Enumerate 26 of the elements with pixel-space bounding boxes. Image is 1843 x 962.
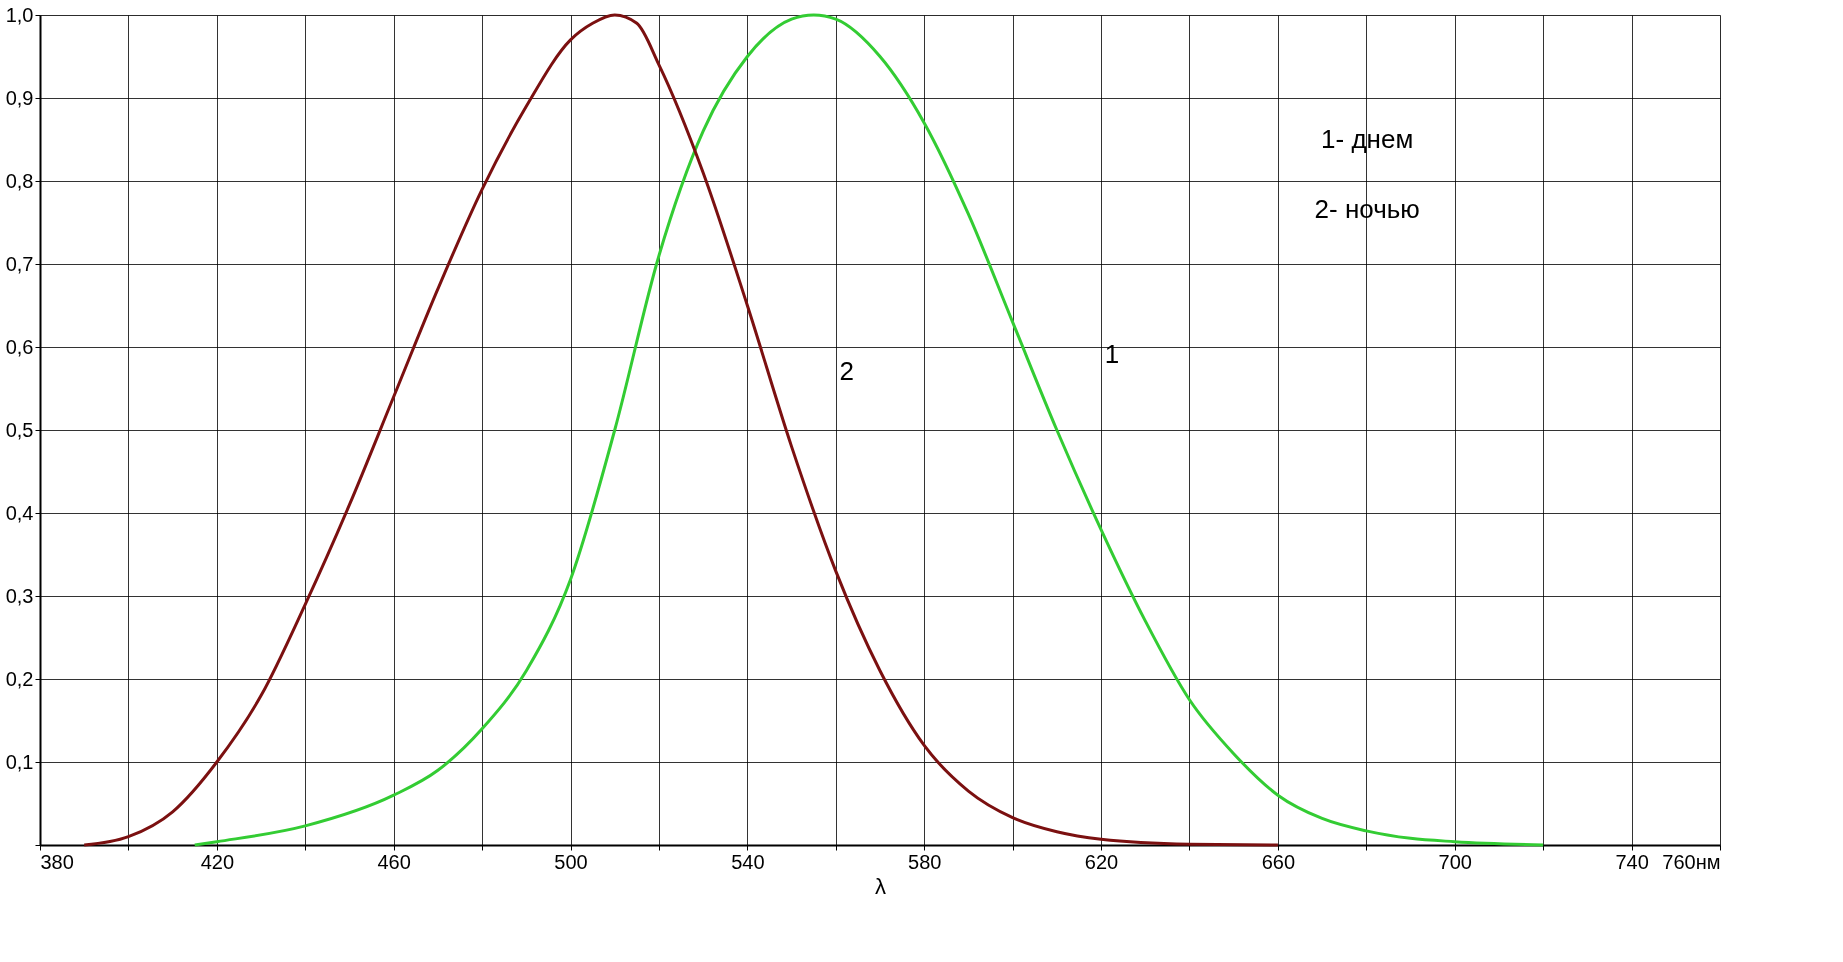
x-axis-title: λ (875, 873, 886, 899)
y-tick-label: 1,0 (5, 3, 34, 26)
y-tick-label: 0,4 (5, 501, 34, 524)
y-tick-label: 0,7 (5, 252, 34, 275)
y-tick-label: 0,1 (5, 750, 34, 773)
annotation: 2 (839, 355, 855, 386)
x-tick-label: 760нм (1662, 850, 1721, 873)
annotation: 1 (1104, 339, 1120, 369)
x-tick-label: 540 (731, 850, 765, 873)
line-series (193, 13, 1545, 847)
y-tick-label: 0,9 (5, 86, 34, 109)
x-tick-label: 460 (377, 850, 411, 873)
y-tick-label: 0,3 (5, 584, 34, 607)
x-tick-label: 740 (1615, 850, 1649, 873)
y-tick-label: 0,6 (5, 335, 34, 358)
x-tick-label: 380 (40, 850, 74, 873)
line-series (82, 13, 1280, 847)
y-tick-label: 0,5 (5, 418, 34, 441)
x-tick-label: 700 (1438, 850, 1472, 873)
y-tick-label: 0,8 (5, 169, 34, 192)
x-tick-label: 660 (1261, 850, 1296, 873)
x-tick-label: 420 (200, 850, 235, 873)
y-tick-label: 0,2 (5, 667, 34, 690)
x-tick-label: 500 (554, 850, 588, 873)
x-tick-label: 580 (908, 850, 942, 873)
x-tick-label: 620 (1084, 850, 1119, 873)
